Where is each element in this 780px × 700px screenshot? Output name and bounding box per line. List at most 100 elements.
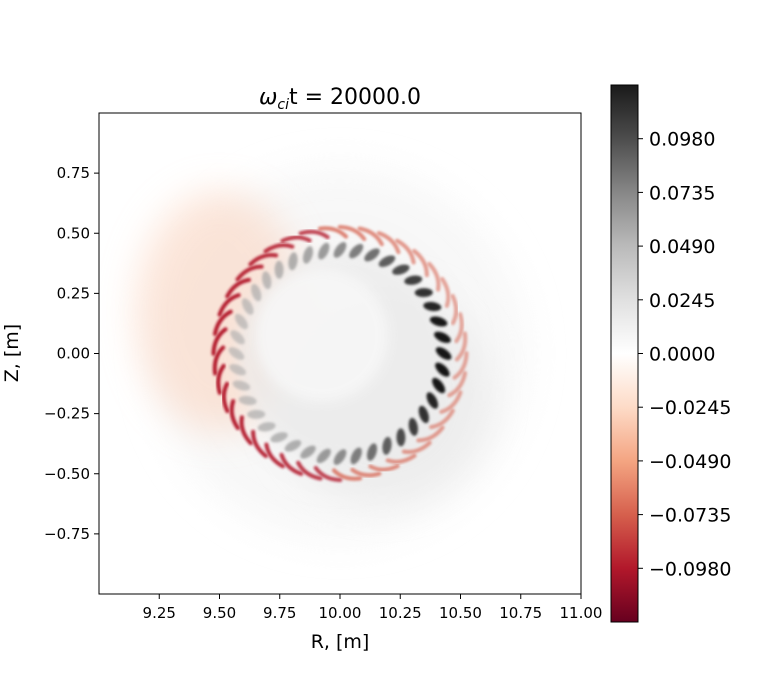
colorbar-tick-label: 0.0490 <box>649 236 715 258</box>
negative-lobe <box>235 264 264 282</box>
positive-lobe <box>228 347 245 360</box>
positive-lobe <box>316 448 331 464</box>
negative-lobe <box>450 293 459 326</box>
positive-lobe <box>396 428 406 447</box>
positive-lobe <box>423 301 442 312</box>
negative-lobe <box>280 235 312 243</box>
negative-lobe <box>412 249 429 278</box>
negative-lobe <box>454 331 468 362</box>
positive-lobe <box>404 275 423 285</box>
positive-lobe <box>434 331 451 343</box>
positive-lobe <box>333 242 347 258</box>
negative-lobe <box>385 453 417 464</box>
negative-lobe <box>248 253 279 267</box>
y-axis-label: Z, [m] <box>1 324 23 382</box>
negative-lobe <box>439 390 463 414</box>
negative-lobe <box>376 231 401 255</box>
positive-lobe <box>364 248 380 262</box>
negative-lobe <box>296 460 323 481</box>
positive-lobe <box>257 422 276 432</box>
x-tick-label: 9.25 <box>143 604 176 622</box>
y-tick-label: −0.25 <box>44 405 90 423</box>
y-tick-label: −0.50 <box>44 465 90 483</box>
positive-lobe <box>241 298 254 315</box>
negative-lobe <box>357 226 384 247</box>
positive-lobe <box>333 449 347 465</box>
plot-area <box>98 112 582 595</box>
negative-lobe <box>212 345 226 376</box>
negative-lobe <box>298 229 330 240</box>
positive-lobe <box>232 380 251 391</box>
colorbar-tick-label: −0.0735 <box>649 505 731 527</box>
positive-lobe <box>284 440 302 452</box>
title-rest: t = 20000.0 <box>289 85 421 110</box>
negative-lobe <box>229 399 240 430</box>
colorbar-ticks: 0.0980 0.0735 0.0490 0.0245 0.0000 −0.0245 −0.… <box>638 129 731 580</box>
x-tick-label: 10.00 <box>319 604 362 622</box>
positive-lobe <box>349 243 364 259</box>
field-heatmap <box>135 166 527 541</box>
negative-lobe <box>313 466 343 482</box>
x-tick-label: 10.25 <box>379 604 422 622</box>
positive-lobe <box>318 242 330 260</box>
positive-lobe <box>435 347 452 360</box>
x-tick-label: 10.50 <box>439 604 482 622</box>
positive-lobe <box>238 395 257 406</box>
colorbar-tick-label: 0.0245 <box>649 290 715 312</box>
negative-lobe <box>447 371 467 398</box>
positive-lobe <box>229 364 246 376</box>
positive-lobe <box>408 417 418 436</box>
negative-lobe <box>216 363 226 395</box>
colorbar-tick-label: −0.0490 <box>649 451 731 473</box>
negative-lobe <box>454 312 464 344</box>
colorbar-tick-label: 0.0000 <box>649 344 715 366</box>
positive-lobe <box>300 445 316 459</box>
colorbar-fill <box>611 85 638 622</box>
negative-lobe <box>368 464 400 472</box>
negative-lobe <box>221 381 230 414</box>
y-tick-label: −0.75 <box>44 525 90 543</box>
colorbar-tick-label: −0.0245 <box>649 397 731 419</box>
x-axis-label: R, [m] <box>311 631 370 653</box>
negative-lobe <box>395 238 416 265</box>
negative-lobe <box>429 408 455 430</box>
colorbar-tick-label: 0.0735 <box>649 182 715 204</box>
negative-lobe <box>452 351 469 380</box>
inner-core <box>255 269 389 402</box>
title-subscript: ci <box>277 97 289 113</box>
positive-lobe <box>350 447 362 465</box>
positive-lobe <box>378 255 396 267</box>
negative-lobe <box>318 226 348 239</box>
negative-lobe <box>440 277 451 308</box>
x-tick-label: 9.50 <box>203 604 236 622</box>
positive-lobe <box>302 246 314 264</box>
colorbar-tick-label: 0.0980 <box>649 129 715 151</box>
chart-title: ωcit = 20000.0 <box>259 85 421 113</box>
x-tick-label: 10.75 <box>499 604 542 622</box>
negative-lobe <box>251 429 268 458</box>
negative-lobe <box>217 293 241 317</box>
x-axis: 9.25 9.50 9.75 10.00 10.25 10.50 10.75 11.00 <box>143 594 603 622</box>
positive-lobe <box>288 252 298 271</box>
negative-lobe <box>401 440 432 454</box>
colorbar-tick-label: −0.0980 <box>649 558 731 580</box>
x-tick-label: 9.75 <box>263 604 296 622</box>
y-tick-label: 0.00 <box>57 345 90 363</box>
positive-lobe <box>262 271 272 290</box>
y-axis: 0.75 0.50 0.25 0.00 −0.25 −0.50 −0.75 <box>44 164 99 543</box>
negative-lobe <box>337 225 367 241</box>
negative-lobe <box>416 425 445 443</box>
y-tick-label: 0.75 <box>57 164 90 182</box>
positive-lobe <box>270 432 288 443</box>
negative-lobe <box>263 243 295 254</box>
positive-lobe <box>392 264 410 275</box>
negative-lobe <box>350 467 382 478</box>
y-tick-label: 0.25 <box>57 284 90 302</box>
positive-lobe <box>382 436 392 455</box>
negative-lobe <box>239 415 253 446</box>
title-omega: ω <box>259 85 277 110</box>
positive-lobe <box>230 330 245 345</box>
positive-lobe <box>429 316 448 327</box>
x-tick-label: 11.00 <box>560 604 603 622</box>
